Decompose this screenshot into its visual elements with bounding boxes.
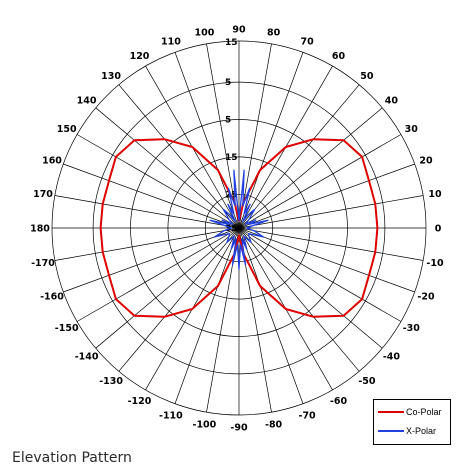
angle-tick-label: 40 [385,96,399,107]
legend-label-x-polar: X-Polar [406,426,437,436]
angle-tick-label: -120 [128,396,152,407]
angle-tick-label: 100 [194,28,214,39]
polar-grid [51,40,427,416]
angle-tick-label: 110 [161,37,181,48]
grid-spoke [238,134,402,229]
grid-spoke [118,227,240,372]
angle-tick-label: 130 [101,71,121,82]
grid-spoke [76,134,240,229]
grid-spoke [118,84,240,229]
grid-spoke [238,227,360,372]
grid-spoke [54,227,240,261]
angle-tick-labels: 90 80706050403020100-10-20-30-40-50-60-70… [30,25,444,434]
grid-spoke [95,227,240,349]
angle-tick-label: -110 [159,411,183,422]
angle-tick-label: 50 [360,71,374,82]
angle-tick-label: 70 [300,37,314,48]
x-polar-swatch [378,430,404,432]
grid-spoke [238,107,383,229]
grid-spoke [238,227,304,404]
caption: Elevation Pattern [12,450,132,466]
grid-spoke [76,227,240,322]
angle-tick-label: -40 [383,351,401,362]
radial-tick-label: 15 [225,38,238,48]
angle-tick-label: 180 [30,224,50,235]
angle-tick-label: 10 [428,189,442,200]
series-line-x-polar [209,169,269,270]
angle-tick-label: -80 [265,420,283,431]
angle-tick-label: -50 [358,376,376,387]
angle-tick-label: 60 [332,51,346,62]
angle-tick-label: -20 [417,292,435,303]
radial-tick-label: 15 [225,153,238,163]
angle-tick-label: 20 [419,155,433,166]
angle-tick-label: -60 [330,396,348,407]
angle-tick-label: 90 [232,25,246,36]
grid-spoke [238,84,360,229]
grid-spoke [63,227,240,293]
radial-tick-label: 35 [225,224,238,234]
grid-spoke [174,52,240,229]
grid-spoke [238,52,304,229]
co-polar-swatch [378,411,404,413]
angle-tick-label: -160 [40,292,64,303]
legend-item-co-polar: Co-Polar [378,406,442,418]
angle-tick-label: -170 [31,258,55,269]
angle-tick-label: -100 [193,420,217,431]
grid-spoke [174,227,240,404]
angle-tick-label: 30 [405,124,419,135]
grid-spoke [206,43,240,229]
angle-tick-label: 170 [33,189,53,200]
angle-tick-label: 160 [42,155,62,166]
legend-label-co-polar: Co-Polar [406,407,442,417]
grid-spoke [238,227,402,322]
grid-spoke [238,43,272,229]
grid-spoke [238,227,383,349]
angle-tick-label: 0 [435,224,442,235]
grid-spoke [54,195,240,229]
angle-tick-label: 80 [267,28,281,39]
radial-tick-label: 5 [225,78,231,88]
grid-spoke [238,195,424,229]
angle-tick-label: -30 [403,323,421,334]
grid-spoke [238,227,424,261]
series-lines [99,138,379,318]
grid-spoke [238,227,415,293]
radial-tick-label: 5 [225,116,231,126]
grid-spoke [95,107,240,229]
angle-tick-label: -140 [75,351,99,362]
angle-tick-label: 120 [130,51,150,62]
series-line-co-polar [99,138,379,318]
angle-tick-label: -10 [426,258,444,269]
legend-item-x-polar: X-Polar [378,425,436,437]
angle-tick-label: -130 [99,376,123,387]
grid-spoke [63,163,240,229]
legend: Co-Polar X-Polar [373,399,451,445]
angle-tick-label: -90 [230,423,248,434]
angle-tick-label: -150 [55,323,79,334]
angle-tick-label: -70 [299,411,317,422]
angle-tick-label: 150 [57,124,77,135]
grid-spoke [238,163,415,229]
angle-tick-label: 140 [77,96,97,107]
